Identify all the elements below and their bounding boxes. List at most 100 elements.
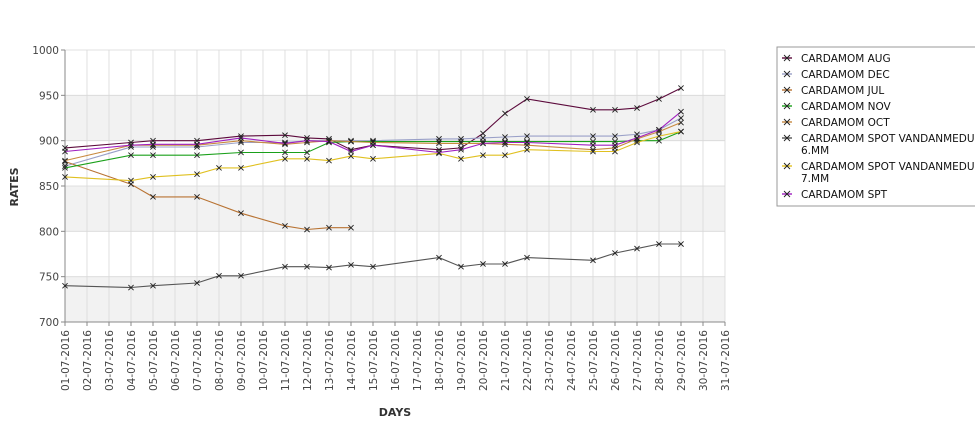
data-point xyxy=(480,130,486,137)
x-tick-label: 02-07-2016 xyxy=(82,330,94,391)
marker-stroke xyxy=(304,155,310,162)
data-point xyxy=(304,155,310,162)
data-point xyxy=(216,272,222,279)
marker-stroke xyxy=(634,245,640,252)
legend-label: CARDAMOM DEC xyxy=(801,69,890,81)
marker-stroke xyxy=(128,142,134,149)
x-tick-label: 26-07-2016 xyxy=(610,330,622,391)
data-point xyxy=(194,280,200,286)
x-tick-label: 01-07-2016 xyxy=(60,330,72,391)
legend-marker xyxy=(783,54,791,62)
marker-stroke xyxy=(458,263,464,270)
marker-stroke xyxy=(524,139,530,146)
series xyxy=(62,241,684,291)
data-point xyxy=(678,119,684,126)
marker-stroke xyxy=(678,128,684,135)
marker-stroke xyxy=(194,152,200,159)
marker-stroke xyxy=(194,280,200,286)
marker-stroke xyxy=(238,272,244,279)
series xyxy=(62,108,684,156)
series xyxy=(62,128,684,184)
data-point xyxy=(656,126,662,133)
marker-stroke xyxy=(304,149,310,156)
x-tick-label: 05-07-2016 xyxy=(148,330,160,391)
data-point xyxy=(480,140,486,147)
marker-stroke xyxy=(194,142,200,149)
data-point xyxy=(458,263,464,270)
data-point xyxy=(150,193,156,200)
marker-stroke xyxy=(62,164,68,171)
data-point xyxy=(150,174,156,180)
marker-stroke xyxy=(524,133,530,140)
marker-stroke xyxy=(62,282,68,289)
marker-stroke xyxy=(480,152,486,159)
marker-stroke xyxy=(480,130,486,137)
marker-stroke xyxy=(194,171,200,178)
legend-item: CARDAMOM AUG xyxy=(782,53,891,65)
marker-stroke xyxy=(656,241,662,247)
data-point xyxy=(458,146,464,153)
marker-stroke xyxy=(436,149,442,156)
data-point xyxy=(62,174,68,180)
marker-stroke xyxy=(656,128,662,135)
data-point xyxy=(326,138,332,145)
data-point xyxy=(524,96,530,102)
data-point xyxy=(194,152,200,159)
data-point xyxy=(634,245,640,252)
legend-label: CARDAMOM SPOT VANDANMEDU xyxy=(801,161,975,173)
x-tick-label: 11-07-2016 xyxy=(280,330,292,391)
marker-stroke xyxy=(656,137,662,144)
data-point xyxy=(304,226,310,233)
legend-item: CARDAMOM DEC xyxy=(782,69,890,81)
data-point xyxy=(678,128,684,135)
marker-stroke xyxy=(590,257,596,264)
x-tick-label: 20-07-2016 xyxy=(478,330,490,391)
marker-stroke xyxy=(194,141,200,148)
marker-stroke xyxy=(634,137,640,144)
series-line xyxy=(64,111,682,154)
x-tick-label: 23-07-2016 xyxy=(544,330,556,391)
data-point xyxy=(194,171,200,178)
marker-stroke xyxy=(458,140,464,147)
marker-stroke xyxy=(128,177,134,184)
data-point xyxy=(304,135,310,141)
legend-item: CARDAMOM NOV xyxy=(782,101,892,113)
data-point xyxy=(348,224,354,231)
marker-stroke xyxy=(282,263,288,270)
marker-stroke xyxy=(502,138,508,145)
x-tick-label: 07-07-2016 xyxy=(192,330,204,391)
marker-stroke xyxy=(326,264,332,271)
data-point xyxy=(524,139,530,146)
x-tick-label: 21-07-2016 xyxy=(500,330,512,391)
data-point xyxy=(150,152,156,159)
data-point xyxy=(502,152,508,159)
data-point xyxy=(238,210,244,217)
marker-stroke xyxy=(458,135,464,142)
data-point xyxy=(436,150,442,157)
marker-stroke xyxy=(590,148,596,155)
marker-stroke xyxy=(282,222,288,229)
data-point xyxy=(128,152,134,159)
data-point xyxy=(678,108,684,115)
marker-stroke xyxy=(348,138,354,145)
data-point xyxy=(62,157,68,164)
marker-stroke xyxy=(62,163,68,169)
marker-stroke xyxy=(348,261,354,268)
marker-stroke xyxy=(612,250,618,257)
marker-stroke xyxy=(128,152,134,159)
marker-stroke xyxy=(216,164,222,171)
data-point xyxy=(62,164,68,171)
x-tick-label: 31-07-2016 xyxy=(720,330,732,391)
marker-stroke xyxy=(436,140,442,147)
legend-label: 6.MM xyxy=(801,145,829,157)
x-tick-label: 09-07-2016 xyxy=(236,330,248,391)
data-point xyxy=(370,139,376,146)
marker-stroke xyxy=(304,226,310,233)
data-point xyxy=(62,148,68,155)
marker-stroke xyxy=(282,140,288,147)
x-tick-label: 17-07-2016 xyxy=(412,330,424,391)
marker-stroke xyxy=(590,142,596,149)
data-point xyxy=(656,241,662,247)
marker-stroke xyxy=(524,142,530,149)
